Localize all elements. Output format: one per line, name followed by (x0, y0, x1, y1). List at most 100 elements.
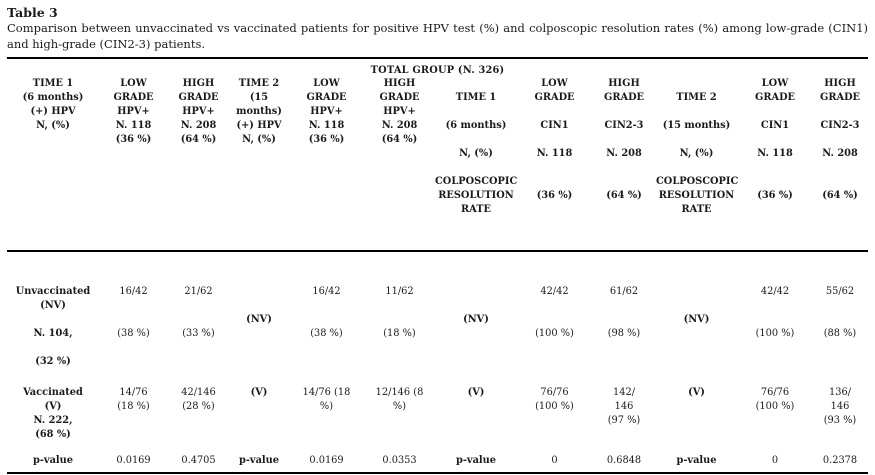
cell-line: (100 %) (755, 327, 795, 339)
cell-line: (NV) (683, 313, 710, 325)
cell-line (168, 414, 229, 428)
cell-line: CIN2-3 (820, 120, 860, 131)
cell-line: (64 %) (822, 190, 858, 201)
cell-line (229, 414, 289, 428)
cell-line: N. 208 (606, 148, 642, 159)
row-vaccinated-cell-col10: (V) (656, 386, 737, 442)
row-unvaccinated-cell-col9: 61/62 (98 %) (592, 285, 656, 369)
cell-line (517, 414, 592, 428)
cell-line: 14/76 (18 (302, 386, 351, 398)
cell-line: N. 118 (757, 148, 793, 159)
cell-line (656, 161, 737, 175)
cell-line (517, 341, 592, 355)
header-cell-col8: LOW GRADE CIN1 N. 118 (36 %) (517, 77, 592, 217)
cell-line (592, 161, 656, 175)
cell-line (517, 133, 592, 147)
cell-line (99, 175, 168, 189)
cell-line (364, 355, 435, 369)
cell-line (435, 355, 517, 369)
row-pvalue-cell-col6: 0.0353 (364, 454, 435, 468)
cell-line: LOW (313, 78, 340, 89)
cell-line (592, 175, 656, 189)
cell-line: p-value (238, 454, 280, 466)
cell-line: 16/42 (312, 285, 341, 297)
cell-line (168, 203, 229, 217)
cell-line: LOW (120, 78, 147, 89)
row-vaccinated-cell-col4: (V) (229, 386, 289, 442)
cell-line: 55/62 (825, 285, 855, 297)
cell-line (289, 203, 364, 217)
table-bottom-rule (7, 471, 868, 474)
cell-line (737, 355, 813, 369)
cell-line: 0.4705 (181, 454, 216, 466)
cell-line: (97 %) (607, 414, 641, 426)
cell-line (517, 203, 592, 217)
row-unvaccinated-cell-col3: 21/62 (33 %) (168, 285, 229, 369)
cell-line: 12/146 (8 (375, 386, 424, 398)
cell-line (592, 299, 656, 313)
cell-line (168, 175, 229, 189)
cell-line: 0 (771, 454, 779, 466)
cell-line (289, 299, 364, 313)
cell-line (229, 189, 289, 203)
cell-line (7, 175, 99, 189)
cell-line: (100 %) (535, 327, 574, 339)
cell-line: (28 %) (182, 400, 215, 412)
cell-line (7, 133, 99, 147)
cell-line: %) (392, 400, 407, 412)
row-unvaccinated-cell-col5: 16/42 (38 %) (289, 285, 364, 369)
table-caption: Comparison between unvaccinated vs vacci… (7, 21, 868, 51)
cell-line: 146 (830, 400, 850, 412)
cell-line: Vaccinated (23, 386, 83, 398)
cell-line (813, 341, 867, 355)
row-vaccinated-cell-col7: (V) (435, 386, 517, 442)
cell-line: (18 %) (117, 400, 150, 412)
cell-line (737, 299, 813, 313)
cell-line (656, 355, 737, 369)
cell-line: (+) HPV (236, 120, 282, 131)
cell-line (229, 161, 289, 175)
table-header-row: TIME 1 (6 months) (+) HPV N, (%) LOW GRADE HP… (7, 77, 868, 217)
cell-line (435, 105, 517, 119)
cell-line: 61/62 (609, 285, 639, 297)
row-pvalue-cell-col2: 0.0169 (99, 454, 168, 468)
cell-line (517, 105, 592, 119)
cell-line: 76/76 (540, 386, 569, 398)
cell-line: 0.0169 (116, 454, 151, 466)
cell-line: COLPOSCOPIC (435, 176, 518, 187)
cell-line: 0.2378 (822, 454, 858, 466)
cell-line (592, 105, 656, 119)
cell-line: 14/76 (119, 386, 148, 398)
cell-line (656, 428, 737, 442)
cell-line: CIN1 (760, 120, 790, 131)
row-unvaccinated-cell-col4: (NV) (229, 285, 289, 369)
cell-line (99, 355, 168, 369)
row-unvaccinated-cell-col7: (NV) (435, 285, 517, 369)
cell-line (435, 77, 517, 91)
cell-line (435, 161, 517, 175)
row-vaccinated-cell-col8: 76/76 (100 %) (517, 386, 592, 442)
cell-line (289, 313, 364, 327)
row-pvalue-cell-col1: p-value (7, 454, 99, 468)
cell-line: TIME 1 (32, 78, 74, 89)
cell-line: N, (%) (242, 134, 276, 145)
row-unvaccinated-cell-col11: 42/42 (100 %) (737, 285, 813, 369)
cell-line (656, 77, 737, 91)
row-vaccinated-cell-col12: 136/146 (93 %) (813, 386, 867, 442)
table-body: Unvaccinated (NV) N. 104, (32 %) 16/42 (38… (7, 285, 868, 468)
cell-line (364, 147, 435, 161)
row-vaccinated-cell-col3: 42/146 (28 %) (168, 386, 229, 442)
cell-line (99, 147, 168, 161)
header-cell-col3: HIGH GRADE HPV+ N. 208 (64 %) (168, 77, 229, 217)
header-cell-col11: LOW GRADE CIN1 N. 118 (36 %) (737, 77, 813, 217)
cell-line: N, (%) (459, 148, 493, 159)
header-cell-col9: HIGH GRADE CIN2-3 N. 208 (64 %) (592, 77, 656, 217)
header-cell-col10: TIME 2 (15 months) N, (%) COLPOSCOPIC RES… (656, 77, 738, 217)
table-header-rule (7, 250, 868, 252)
table-row-pvalue: p-value 0.0169 0.4705 p-value 0.0169 0.0353 p-… (7, 454, 868, 468)
cell-line (99, 299, 168, 313)
cell-line: RESOLUTION (438, 190, 514, 201)
row-unvaccinated-cell-col6: 11/62 (18 %) (364, 285, 435, 369)
cell-line: 142/ (613, 386, 635, 398)
cell-line: 0.0353 (382, 454, 417, 466)
